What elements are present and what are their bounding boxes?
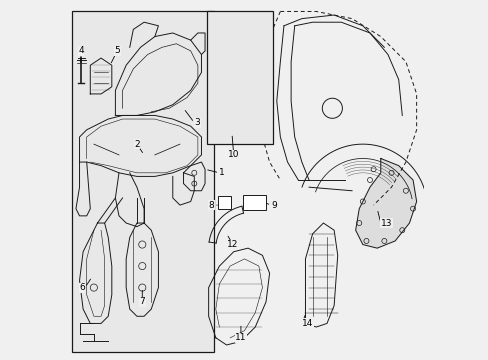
- Text: 4: 4: [78, 46, 83, 55]
- Text: 6: 6: [79, 283, 85, 292]
- Text: 10: 10: [227, 150, 239, 159]
- Text: 1: 1: [219, 168, 224, 177]
- Text: 5: 5: [114, 46, 120, 55]
- Text: 12: 12: [227, 240, 238, 249]
- Bar: [242, 195, 265, 211]
- Polygon shape: [355, 158, 416, 248]
- Text: 11: 11: [235, 333, 246, 342]
- Bar: [217, 197, 231, 210]
- Text: 7: 7: [139, 297, 145, 306]
- Text: 8: 8: [208, 201, 214, 210]
- Text: 9: 9: [271, 201, 277, 210]
- Text: 14: 14: [301, 319, 313, 328]
- Bar: [206, 12, 273, 144]
- Text: 3: 3: [194, 118, 200, 127]
- Text: 13: 13: [380, 219, 391, 228]
- Text: 2: 2: [134, 140, 140, 149]
- Bar: [72, 12, 214, 352]
